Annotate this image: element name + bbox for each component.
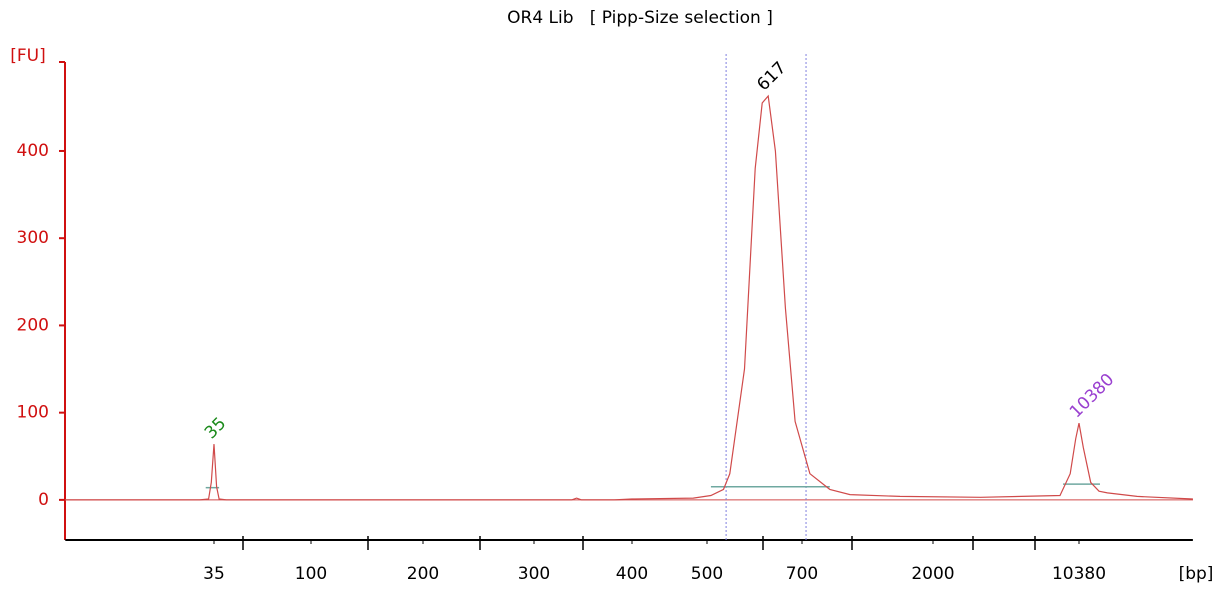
peak-label: 10380: [1066, 370, 1118, 422]
x-tick-label: 400: [616, 564, 648, 584]
peak-label: 35: [201, 414, 230, 443]
y-axis-label: [FU]: [10, 46, 46, 66]
x-tick-label: 700: [786, 564, 818, 584]
peak-label: 617: [753, 58, 790, 95]
y-tick-label: 400: [17, 141, 49, 161]
x-tick-label: 300: [518, 564, 550, 584]
x-axis-label: [bp]: [1179, 564, 1214, 584]
x-tick-label: 200: [407, 564, 439, 584]
x-tick-label: 10380: [1052, 564, 1106, 584]
x-tick-label: 100: [295, 564, 327, 584]
x-tick-label: 2000: [911, 564, 954, 584]
chart-title: OR4 Lib [ Pipp-Size selection ]: [507, 8, 773, 28]
trace: [65, 94, 1193, 501]
y-tick-label: 100: [17, 403, 49, 423]
y-tick-label: 200: [17, 315, 49, 335]
x-tick-label: 500: [691, 564, 723, 584]
x-tick-label: 35: [203, 564, 225, 584]
y-tick-label: 300: [17, 228, 49, 248]
y-tick-label: 0: [38, 490, 49, 510]
x-minor-ticks: [242, 536, 1036, 550]
